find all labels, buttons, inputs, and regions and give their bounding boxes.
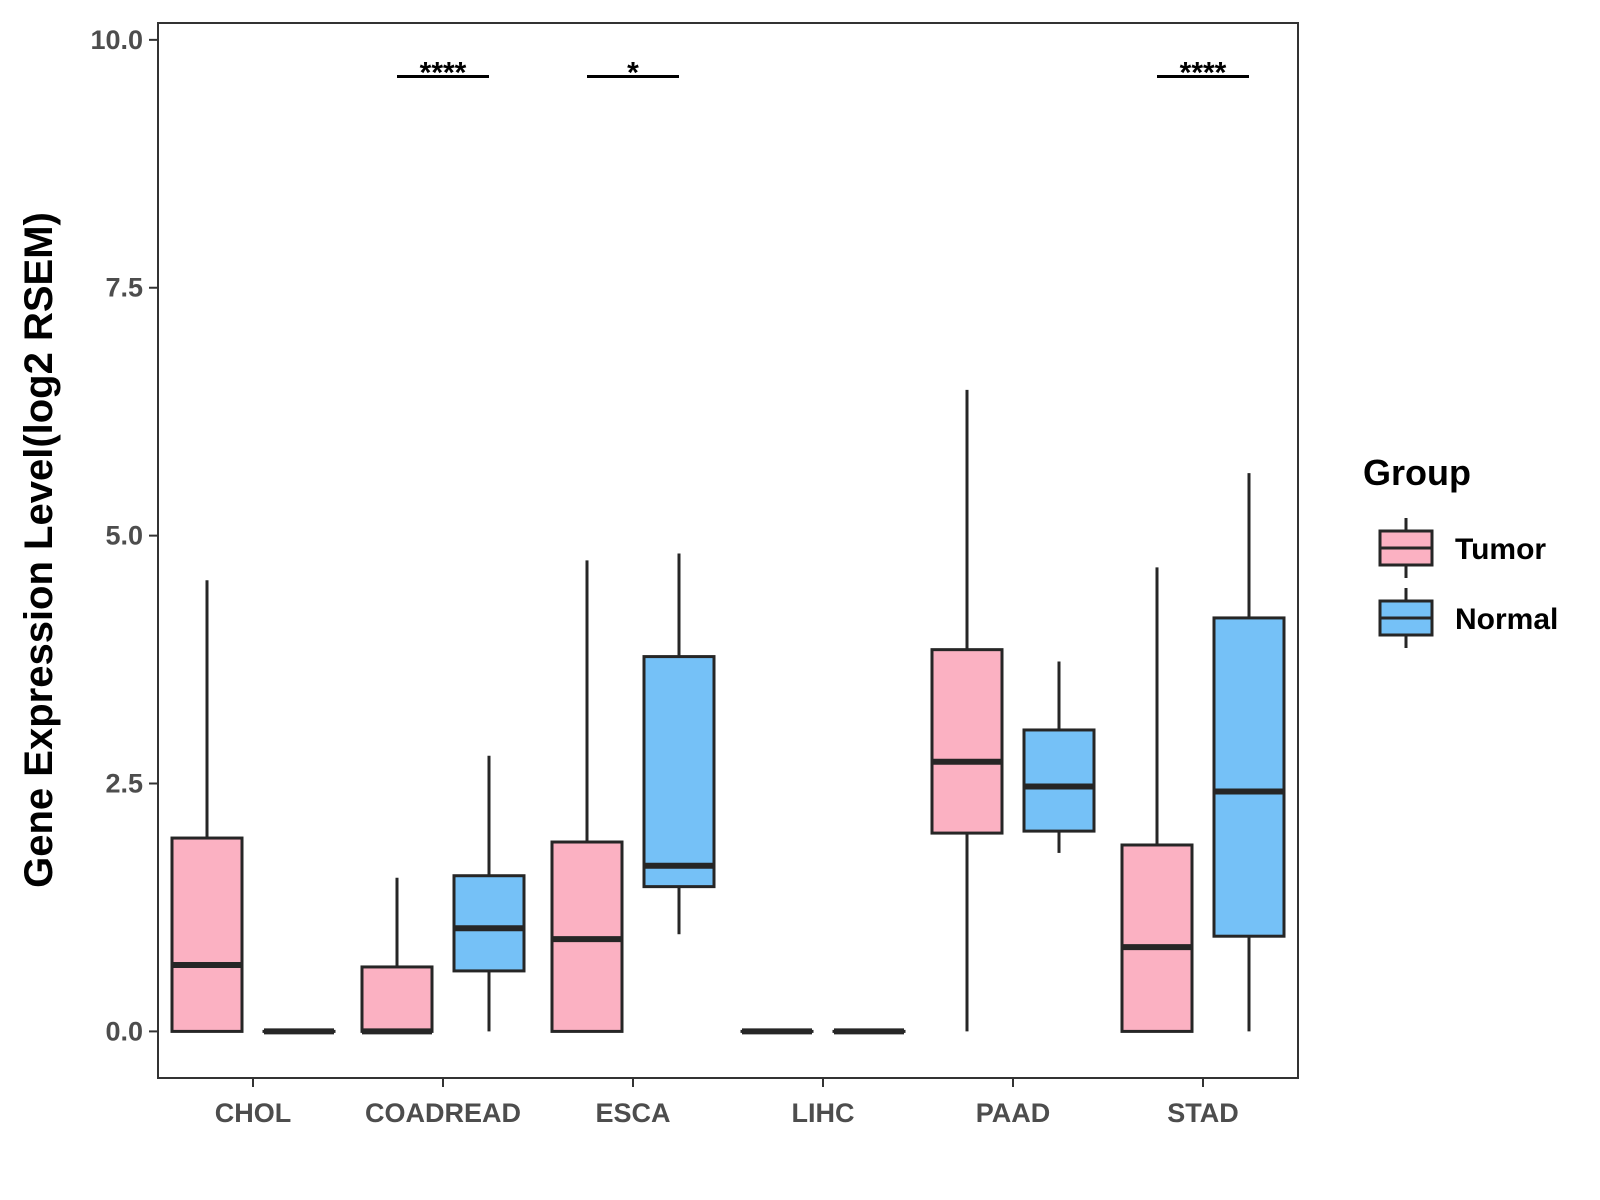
plot-panel-border <box>157 22 1299 1079</box>
box-body <box>452 874 526 973</box>
box-body <box>1120 843 1194 1033</box>
y-tick-label: 2.5 <box>105 769 143 799</box>
x-tick-label: LIHC <box>792 1098 855 1128</box>
box-tumor-esca <box>550 560 624 1033</box>
significance-label: * <box>627 57 639 90</box>
box-normal-coadread <box>452 755 526 1032</box>
box-body <box>1212 616 1286 938</box>
plot-area: 0.0 2.5 5.0 7.5 10.0 CHOL COADREAD ESCA LIHC PAAD… <box>90 25 1286 1128</box>
box-tumor-chol <box>170 580 244 1033</box>
y-tick-label: 5.0 <box>105 521 143 551</box>
y-tick-label: 0.0 <box>105 1016 143 1046</box>
significance-label: **** <box>420 57 467 90</box>
legend-label: Normal <box>1455 603 1558 636</box>
y-axis-title: Gene Expression Level(log2 RSEM) <box>17 212 61 888</box>
box-tumor-paad <box>930 389 1004 1032</box>
significance-label: **** <box>1180 57 1227 90</box>
y-tick-label: 7.5 <box>105 273 143 303</box>
box-body <box>1022 728 1096 833</box>
box-tumor-coadread <box>360 877 434 1035</box>
box-body <box>360 965 434 1033</box>
x-tick-label: COADREAD <box>365 1098 521 1128</box>
box-normal-stad <box>1212 473 1286 1032</box>
box-body <box>642 655 716 889</box>
box-body <box>930 648 1004 835</box>
legend-title: Group <box>1363 452 1471 493</box>
box-normal-paad <box>1022 661 1096 853</box>
x-tick-label: ESCA <box>595 1098 670 1128</box>
box-body <box>170 836 244 1033</box>
box-normal-esca <box>642 553 716 935</box>
x-tick-label: STAD <box>1167 1098 1239 1128</box>
y-tick-label: 10.0 <box>90 25 143 55</box>
legend-label: Tumor <box>1455 533 1546 566</box>
legend: Group Tumor Normal <box>1363 452 1558 648</box>
x-tick-label: CHOL <box>215 1098 292 1128</box>
legend-entry-normal: Normal <box>1378 588 1558 648</box>
x-tick-label: PAAD <box>976 1098 1051 1128</box>
box-tumor-stad <box>1120 567 1194 1033</box>
legend-entry-tumor: Tumor <box>1378 518 1546 578</box>
